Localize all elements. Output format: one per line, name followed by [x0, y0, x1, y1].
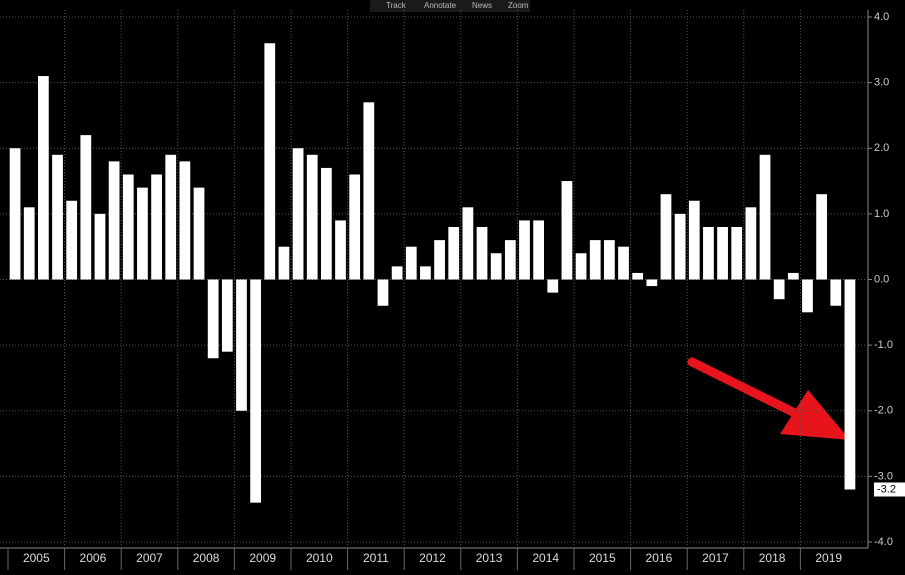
bar: [773, 279, 785, 300]
bar: [589, 240, 601, 280]
bar: [476, 227, 488, 280]
x-tick-label: 2007: [136, 551, 163, 565]
toolbar-button[interactable]: Track: [386, 1, 407, 10]
x-tick-label: 2011: [363, 551, 389, 565]
toolbar: [370, 0, 530, 12]
bar: [278, 246, 290, 280]
x-tick-label: 2018: [759, 551, 786, 565]
bar: [66, 200, 78, 280]
bar: [816, 194, 828, 280]
bar: [448, 227, 460, 280]
x-tick-label: 2012: [419, 551, 446, 565]
bar: [122, 174, 134, 280]
bar: [434, 240, 445, 280]
bar: [688, 200, 700, 280]
bar: [9, 148, 21, 280]
x-tick-label: 2009: [249, 551, 276, 565]
bar: [165, 154, 177, 280]
bar: [547, 279, 559, 293]
bar: [221, 279, 233, 352]
bar: [674, 213, 686, 280]
bar: [335, 220, 346, 280]
bar: [618, 246, 629, 280]
bar: [420, 266, 431, 280]
toolbar-button[interactable]: Annotate: [424, 1, 457, 10]
bar: [250, 279, 262, 503]
last-value-label: -3.2: [877, 483, 896, 495]
bar: [391, 266, 403, 280]
y-tick-label: -2.0: [874, 405, 893, 417]
bar: [632, 272, 644, 280]
bar: [717, 227, 728, 280]
bar: [52, 154, 63, 280]
bar: [306, 154, 318, 280]
x-tick-label: 2013: [476, 551, 503, 565]
x-tick-label: 2014: [532, 551, 559, 565]
bar: [292, 148, 304, 280]
y-tick-label: 1.0: [874, 208, 889, 220]
bar: [745, 207, 757, 280]
x-tick-label: 2016: [646, 551, 673, 565]
bar: [830, 279, 842, 306]
y-tick-label: -4.0: [874, 536, 893, 548]
bar: [23, 207, 35, 280]
bar: [349, 174, 361, 280]
bar: [490, 253, 502, 280]
bar: [151, 174, 162, 280]
bar: [179, 161, 191, 280]
bar: [759, 154, 771, 280]
y-tick-label: 0.0: [874, 273, 889, 285]
x-tick-label: 2008: [193, 551, 220, 565]
bar: [533, 220, 545, 280]
bar: [844, 279, 856, 490]
x-tick-label: 2017: [702, 551, 729, 565]
bar: [207, 279, 219, 359]
y-tick-label: -1.0: [874, 339, 893, 351]
bar: [660, 194, 672, 280]
bar: [236, 279, 247, 411]
x-tick-label: 2005: [23, 551, 50, 565]
bar: [363, 102, 375, 280]
bar: [94, 213, 106, 280]
bar: [264, 43, 276, 280]
bar: [575, 253, 587, 280]
bar: [377, 279, 389, 306]
bar: [787, 272, 799, 280]
bar: [405, 246, 417, 280]
y-tick-label: -3.0: [874, 470, 893, 482]
annotation-arrow: [687, 357, 850, 440]
bar: [731, 227, 743, 280]
y-tick-label: 2.0: [874, 142, 889, 154]
bar: [108, 161, 120, 280]
last-value-box: [874, 482, 905, 497]
toolbar-button[interactable]: News: [472, 1, 492, 10]
y-tick-label: 3.0: [874, 77, 889, 89]
bar: [603, 240, 615, 280]
bar: [37, 76, 49, 280]
x-tick-label: 2006: [80, 551, 107, 565]
bar: [646, 279, 658, 287]
toolbar-button[interactable]: Zoom: [508, 1, 529, 10]
y-tick-label: 4.0: [874, 11, 889, 23]
bar: [320, 167, 332, 280]
bar: [802, 279, 813, 313]
x-tick-label: 2019: [815, 551, 842, 565]
bar: [561, 181, 573, 280]
x-tick-label: 2015: [589, 551, 616, 565]
bar: [80, 135, 92, 280]
bar: [703, 227, 714, 280]
bar: [137, 187, 148, 280]
bar: [519, 220, 530, 280]
bar: [504, 240, 516, 280]
bar: [462, 207, 474, 280]
bar: [193, 187, 205, 280]
x-tick-label: 2010: [306, 551, 333, 565]
